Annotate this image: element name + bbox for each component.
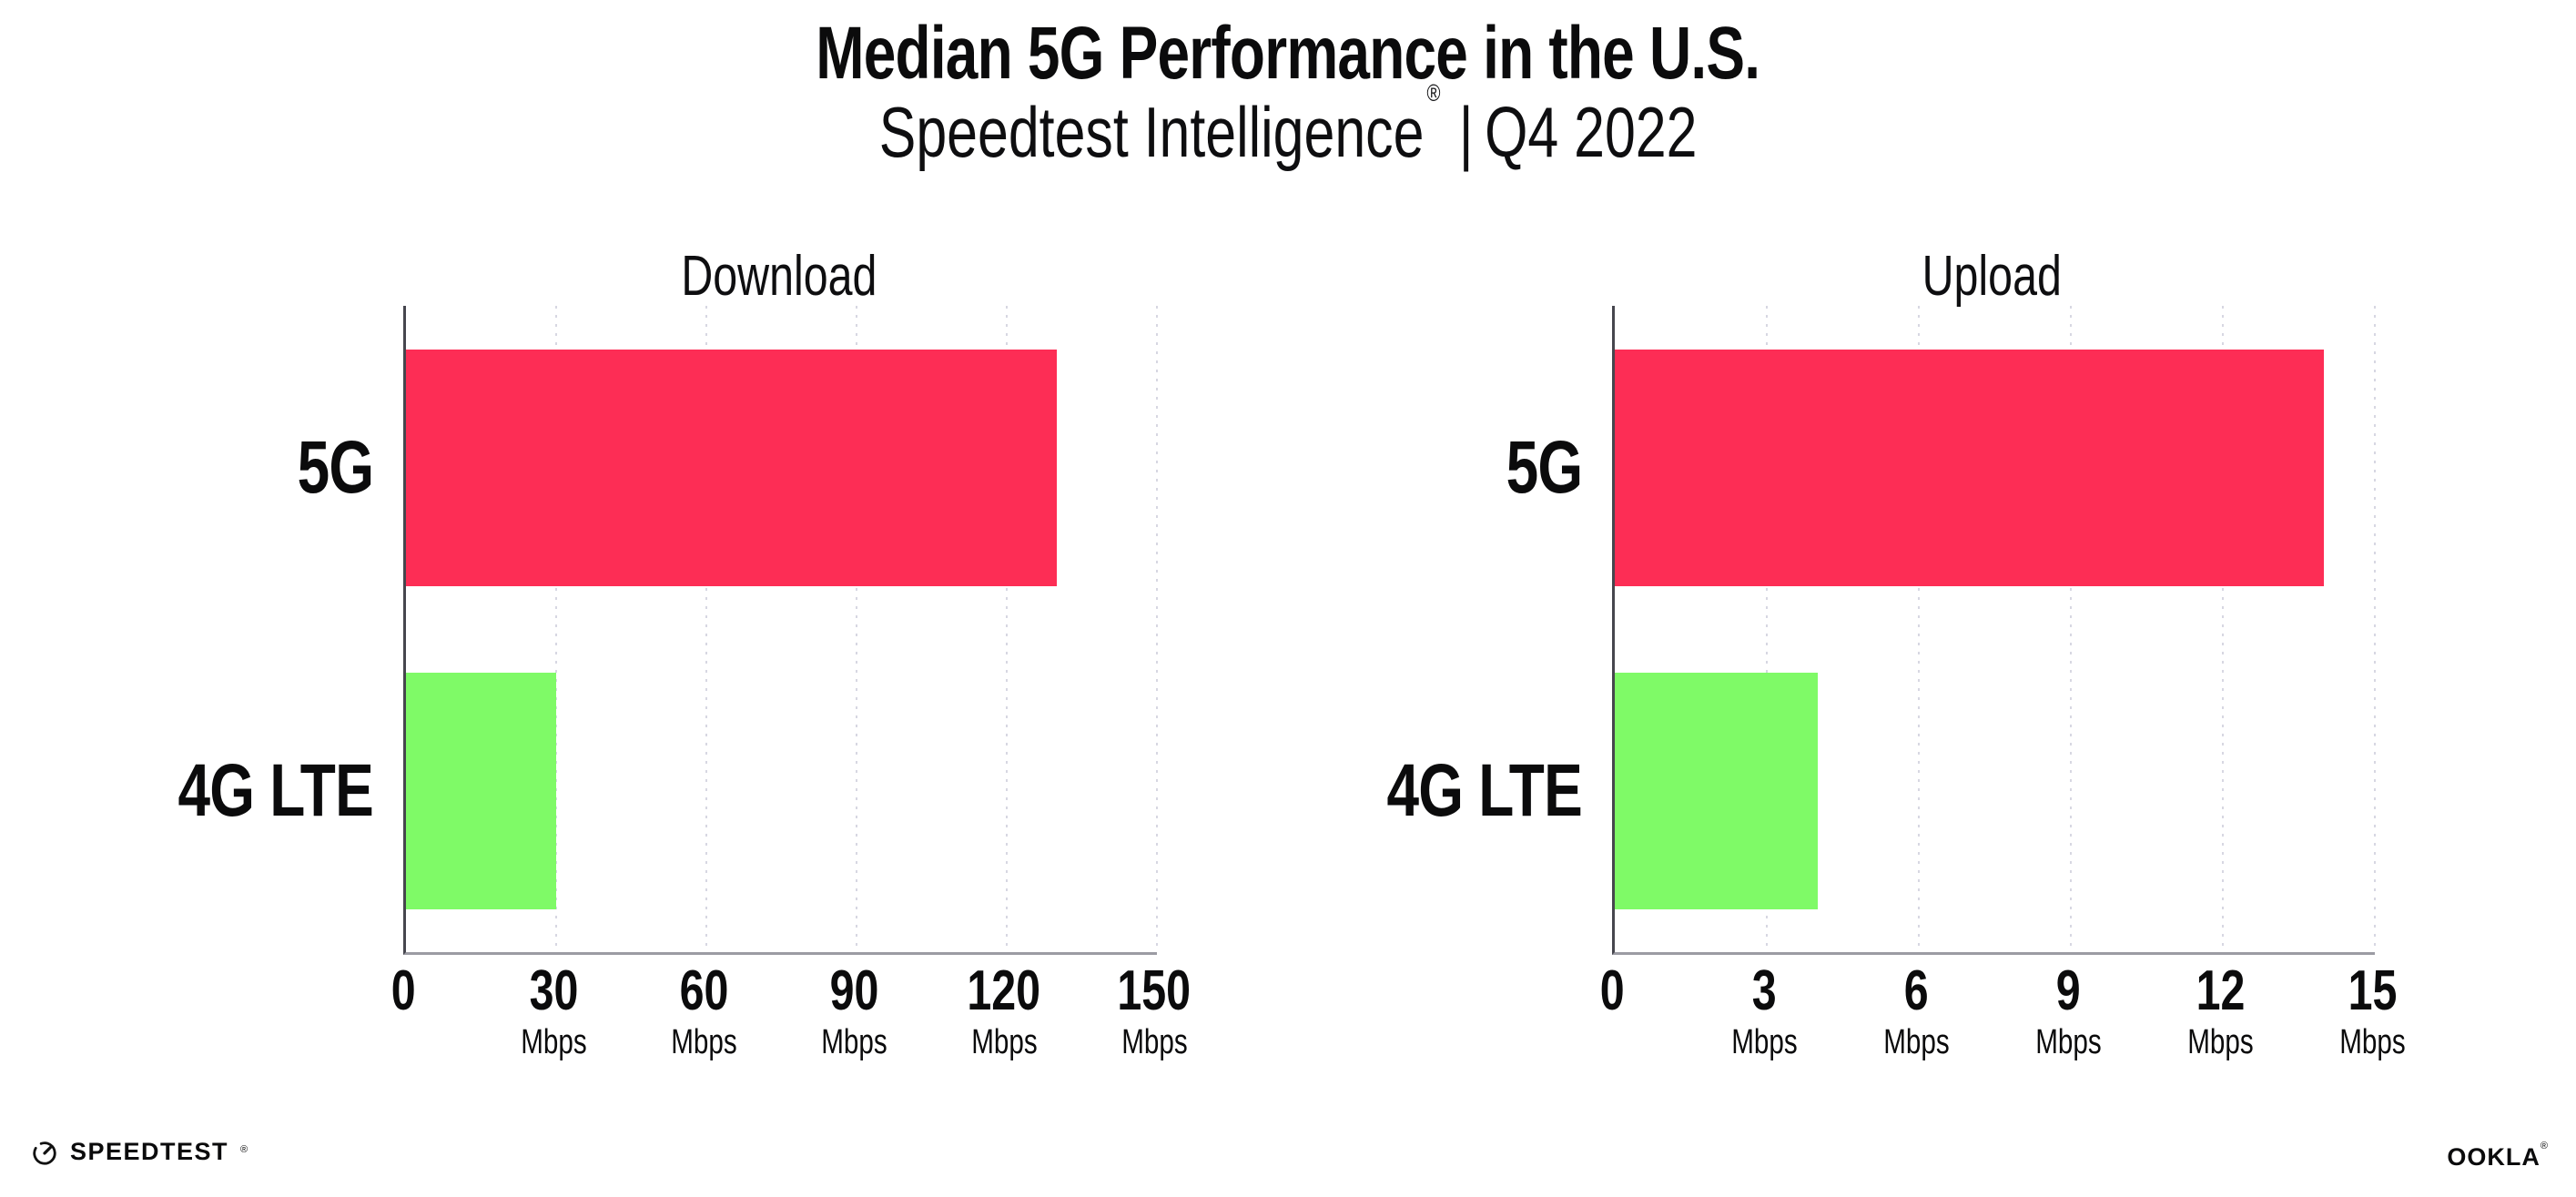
x-tick-unit: Mbps [2272,1021,2472,1063]
x-tick-unit: Mbps [2120,1021,2320,1063]
x-tick-value: 150 [1054,961,1254,1021]
speedtest-gauge-icon [33,1141,56,1165]
gridline [705,306,707,952]
x-tick: 30 Mbps [453,961,654,1063]
x-tick-unit-text: Mbps [2338,1023,2406,1061]
x-tick-unit-text: Mbps [820,1023,887,1061]
x-tick: 6 Mbps [1816,961,2016,1063]
x-tick-unit: Mbps [904,1021,1104,1063]
subtitle-quarter: Q4 2022 [1484,92,1698,172]
x-tick-value: 0 [303,961,503,1021]
x-tick-value-text: 90 [829,959,878,1022]
speedtest-wordmark: SPEEDTEST [70,1138,229,1165]
x-tick-value: 6 [1816,961,2016,1021]
x-tick-value-text: 30 [529,959,578,1022]
bar-5g [406,349,1057,586]
x-tick-unit-text: Mbps [520,1023,587,1061]
x-tick-value: 90 [754,961,954,1021]
gridline [1006,306,1008,952]
x-tick-value-text: 120 [967,959,1041,1022]
ookla-logo: OOKLA® [2447,1141,2549,1172]
x-tick-unit: Mbps [1816,1021,2016,1063]
x-tick-unit: Mbps [1054,1021,1254,1063]
x-tick: 0 [303,961,503,1021]
x-tick: 0 [1512,961,1712,1021]
x-tick-value: 60 [603,961,804,1021]
x-tick-unit: Mbps [453,1021,654,1063]
x-tick-value-text: 6 [1903,959,1929,1022]
subtitle-brand: Speedtest Intelligence [878,92,1425,172]
x-tick-unit-text: Mbps [2186,1023,2254,1061]
category-label-5g: 5G [0,425,374,510]
x-tick-value-text: 15 [2348,959,2397,1022]
x-tick-unit-text: Mbps [2034,1023,2102,1061]
gridline [856,306,857,952]
x-tick: 60 Mbps [603,961,804,1063]
x-tick-value: 120 [904,961,1104,1021]
x-tick: 150 Mbps [1054,961,1254,1063]
plot-area [1612,306,2376,955]
gridline [1918,306,1920,952]
category-label-text: 4G LTE [177,748,374,832]
x-tick: 9 Mbps [1968,961,2168,1063]
x-tick-value-text: 0 [390,959,416,1022]
x-tick-value: 12 [2120,961,2320,1021]
category-label-5g: 5G [1163,425,1583,510]
x-tick: 12 Mbps [2120,961,2320,1063]
chart-title-text: Upload [1922,245,2063,308]
x-tick-value-text: 9 [2055,959,2081,1022]
x-tick-unit-text: Mbps [1121,1023,1188,1061]
gridline [2222,306,2224,952]
chart-title-text: Download [680,245,877,308]
registered-mark-icon: ® [1426,79,1441,107]
category-label-4g-lte: 4G LTE [1163,748,1583,833]
bar-4g-lte [1615,672,1818,909]
x-tick-unit-text: Mbps [1882,1023,1950,1061]
gridline [1766,306,1768,952]
chart-title: Upload [1612,244,2372,309]
x-tick-value: 15 [2272,961,2472,1021]
x-tick-value-text: 150 [1117,959,1192,1022]
category-label-text: 5G [297,425,374,509]
plot-area [403,306,1158,955]
x-tick-value-text: 0 [1599,959,1625,1022]
bar-4g-lte [406,672,556,909]
x-tick: 120 Mbps [904,961,1104,1063]
x-tick-unit-text: Mbps [670,1023,737,1061]
ookla-wordmark: OOKLA [2447,1143,2541,1171]
category-label-text: 5G [1506,425,1583,509]
x-tick-unit-text: Mbps [970,1023,1038,1061]
x-tick: 15 Mbps [2272,961,2472,1063]
x-tick-unit: Mbps [754,1021,954,1063]
chart-title: Download [403,244,1154,309]
x-tick-unit-text: Mbps [1730,1023,1798,1061]
page-title-text: Median 5G Performance in the U.S. [816,12,1761,95]
x-tick-value: 3 [1664,961,1864,1021]
x-tick: 90 Mbps [754,961,954,1063]
subtitle-divider: | [1458,92,1474,172]
page-subtitle: Speedtest Intelligence ® | Q4 2022 [0,81,2576,174]
x-tick-value-text: 3 [1751,959,1777,1022]
speedtest-trademark-icon: ® [240,1143,249,1155]
category-label-text: 4G LTE [1386,748,1583,832]
x-tick-unit: Mbps [1968,1021,2168,1063]
speedtest-logo: SPEEDTEST ® [31,1138,249,1166]
x-tick-value: 0 [1512,961,1712,1021]
gridline [1156,306,1158,952]
x-tick-value: 9 [1968,961,2168,1021]
bar-5g [1615,349,2325,586]
x-tick: 3 Mbps [1664,961,1864,1063]
x-tick-value-text: 60 [679,959,728,1022]
gridline [2070,306,2072,952]
x-tick-value-text: 12 [2196,959,2245,1022]
gridline [2374,306,2376,952]
x-tick-unit: Mbps [1664,1021,1864,1063]
page-title: Median 5G Performance in the U.S. [0,11,2576,96]
ookla-trademark-icon: ® [2540,1141,2549,1151]
x-tick-unit: Mbps [603,1021,804,1063]
category-label-4g-lte: 4G LTE [0,748,374,833]
x-tick-value: 30 [453,961,654,1021]
gridline [555,306,557,952]
